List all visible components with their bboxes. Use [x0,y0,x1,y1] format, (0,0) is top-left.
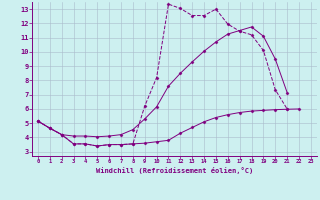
X-axis label: Windchill (Refroidissement éolien,°C): Windchill (Refroidissement éolien,°C) [96,167,253,174]
